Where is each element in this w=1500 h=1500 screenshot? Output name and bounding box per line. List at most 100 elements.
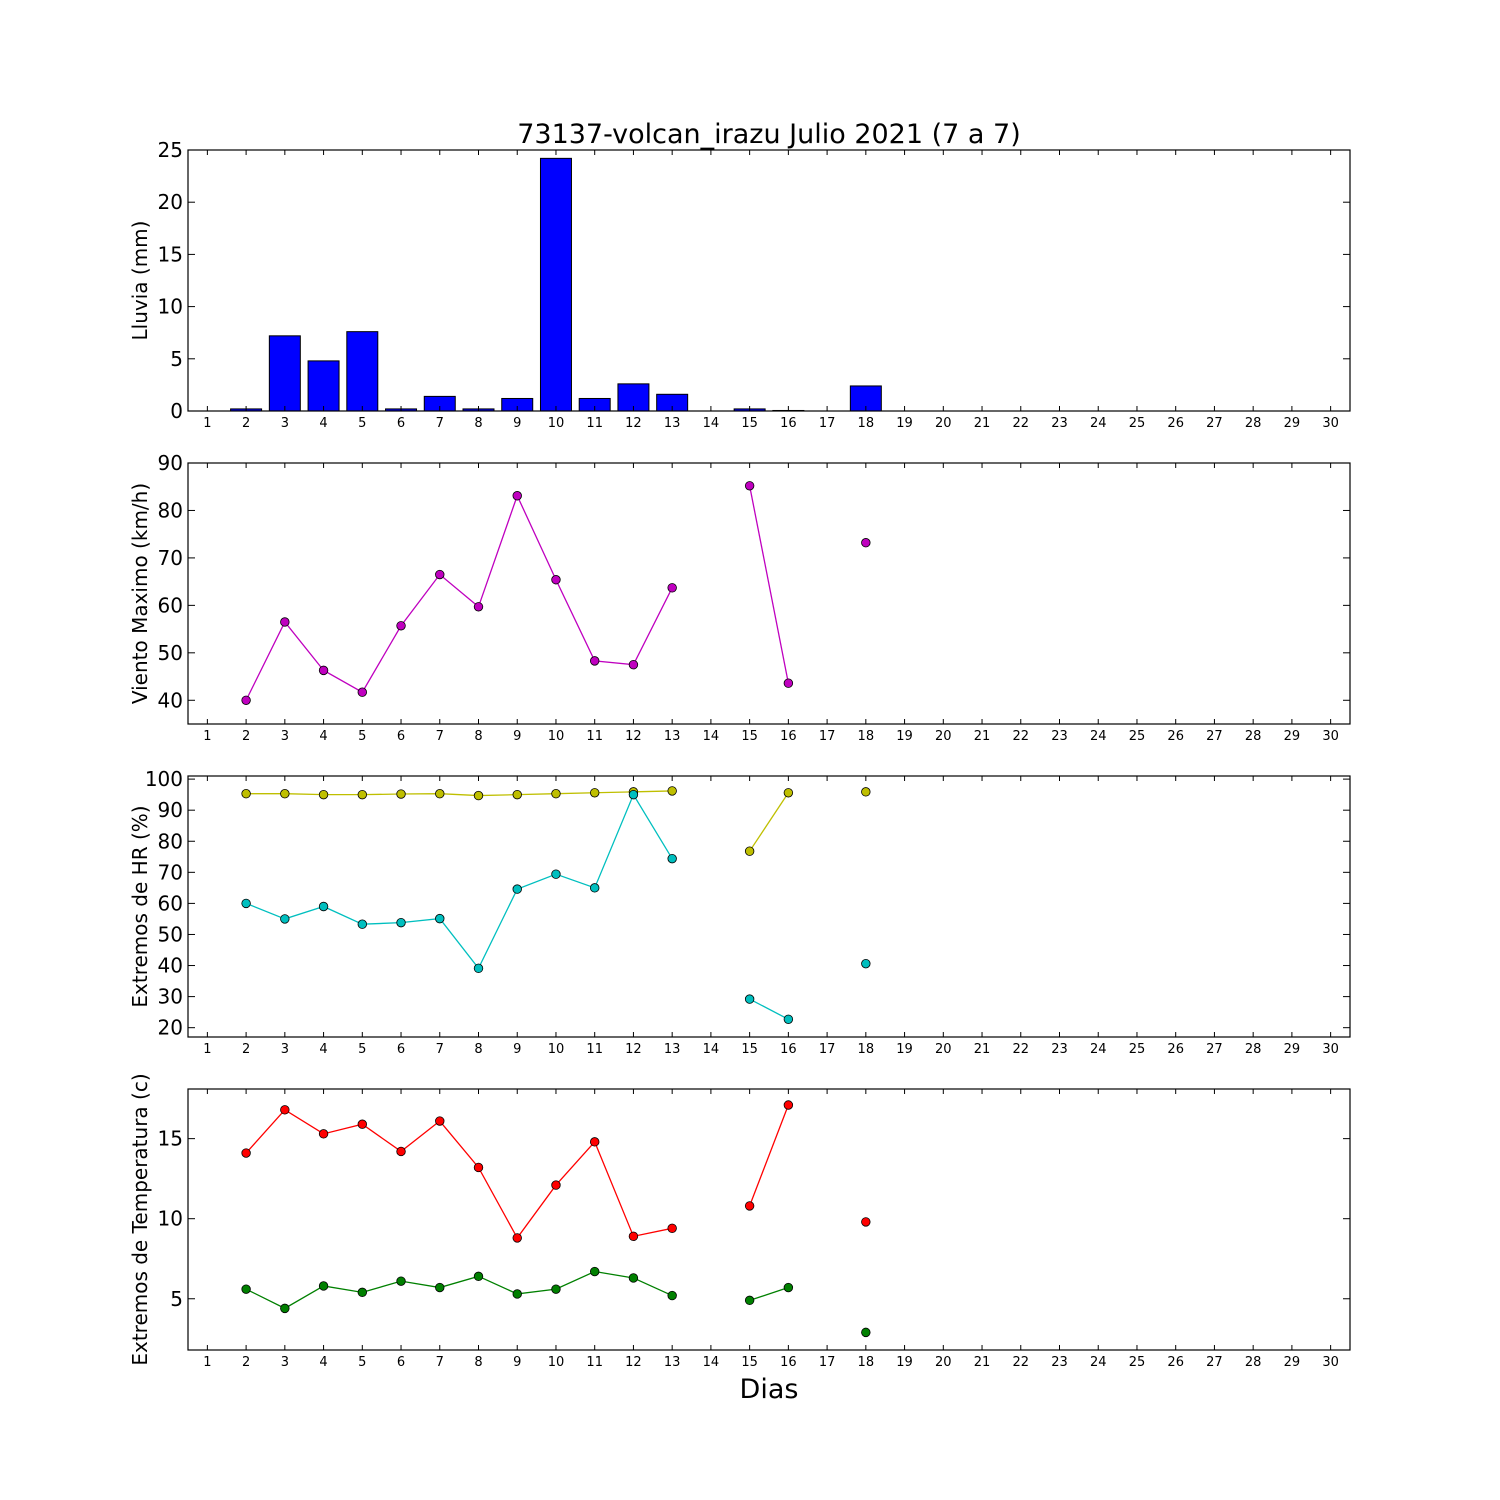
xtick-label: 13 [664,729,681,744]
series-1-point-day-16 [783,1100,794,1110]
figure-title: 73137-volcan_irazu Julio 2021 (7 a 7) [517,119,1021,150]
xtick-label: 29 [1284,416,1301,431]
series-1-point-day-2 [241,1148,251,1158]
ytick-label: 0 [170,399,183,423]
xtick-label: 19 [896,729,913,744]
series-1-point-day-3 [280,617,290,627]
series-1-point-day-5 [357,1119,368,1129]
xtick-label: 25 [1129,729,1146,744]
panel-frame [187,1088,1351,1351]
xtick-label: 6 [397,1042,405,1057]
series-1-point-day-10 [551,789,561,799]
series-2-point-day-4 [318,901,329,912]
xtick-label: 15 [741,729,758,744]
xtick-label: 28 [1245,416,1262,431]
series-1-line-2 [749,792,789,852]
xtick-label: 28 [1245,1042,1262,1057]
xtick-label: 20 [935,729,952,744]
series-1-point-day-12 [628,659,639,670]
panel-4: 1 2 3 4 5 6 7 8 9 10 11 12 13 14 15 16 17 18 19 20 21 22 23 24 2… [128,1073,1351,1370]
xtick-label: 26 [1167,729,1184,744]
ytick-label: 10 [158,295,183,319]
series-1-point-day-8 [473,602,484,612]
y-axis-label: Extremos de Temperatura (c) [128,1073,152,1365]
xtick-label: 6 [397,416,405,431]
series-1-point-day-6 [396,621,406,631]
xtick-label: 26 [1167,1042,1184,1057]
xtick-label: 10 [548,729,565,744]
panel-3: 1 2 3 4 5 6 7 8 9 10 11 12 13 14 15 16 17 18 19 20 21 22 23 24 2… [128,767,1351,1057]
series-1-point-day-10 [551,1180,561,1190]
series-2-line-2 [749,1286,789,1301]
ytick-label: 80 [158,829,183,853]
ytick-label: 70 [158,546,183,570]
series-1-line-1 [245,1108,673,1240]
xtick-label: 30 [1322,1355,1339,1370]
series-1-point-day-7 [435,789,445,799]
ytick-label: 5 [170,1287,183,1311]
xtick-label: 7 [436,416,444,431]
ytick-label: 40 [158,688,183,712]
xtick-label: 3 [281,729,289,744]
series-1-point-day-11 [590,788,600,798]
bar-day-5 [346,331,379,412]
xtick-label: 5 [358,1042,366,1057]
series-1-point-day-15 [744,846,755,856]
xtick-label: 16 [780,1042,797,1057]
ytick-label: 50 [158,922,183,946]
series-2-point-day-16 [783,1014,794,1024]
series-1-point-day-15 [744,481,755,491]
xtick-label: 8 [474,1042,482,1057]
series-2-line-2 [749,998,789,1020]
xtick-label: 27 [1206,1355,1223,1370]
xtick-label: 22 [1012,1355,1029,1370]
xtick-label: 21 [974,1042,991,1057]
xtick-label: 8 [474,1355,482,1370]
xtick-label: 3 [281,1355,289,1370]
ytick-label: 60 [158,891,183,915]
series-1-point-day-3 [280,789,290,799]
xtick-label: 14 [703,1355,720,1370]
xtick-label: 8 [474,729,482,744]
series-1-point-day-4 [318,665,329,676]
xtick-label: 22 [1012,729,1029,744]
series-1-point-day-4 [318,789,329,800]
ytick-label: 60 [158,593,183,617]
bar-day-10 [539,157,572,412]
xtick-label: 9 [513,1042,521,1057]
y-axis-label: Lluvia (mm) [128,221,152,341]
series-2-point-day-9 [512,1289,522,1299]
series-1-point-day-13 [667,583,677,593]
xtick-label: 15 [741,1042,758,1057]
xtick-label: 16 [780,729,797,744]
xtick-label: 20 [935,1355,952,1370]
xtick-label: 21 [974,1355,991,1370]
xtick-label: 10 [548,1042,565,1057]
xtick-label: 25 [1129,1042,1146,1057]
xtick-label: 7 [436,1355,444,1370]
series-2-point-day-12 [628,1273,639,1283]
xtick-label: 18 [858,416,875,431]
xtick-label: 17 [819,729,836,744]
xtick-label: 29 [1284,729,1301,744]
series-2-point-day-16 [783,1282,794,1293]
series-2-point-day-13 [667,853,677,864]
xtick-label: 7 [436,729,444,744]
series-1-line-2 [749,1104,789,1207]
series-2-point-day-18 [861,958,871,969]
xtick-label: 20 [935,416,952,431]
xtick-label: 1 [203,729,211,744]
xtick-label: 1 [203,416,211,431]
xtick-label: 18 [858,729,875,744]
series-2-point-day-10 [551,869,561,879]
xtick-label: 5 [358,416,366,431]
series-2-point-day-7 [435,913,445,924]
series-1-point-day-7 [435,569,445,580]
panel-frame [187,462,1351,725]
xtick-label: 17 [819,1042,836,1057]
panel-1: 1 2 3 4 5 6 7 8 9 10 11 12 13 14 15 16 17 18 19 20 21 22 23 24 2… [128,138,1351,431]
series-1-point-day-2 [241,789,251,799]
series-1-point-day-9 [512,789,522,800]
series-1-point-day-4 [318,1129,329,1139]
ytick-label: 90 [158,451,183,475]
